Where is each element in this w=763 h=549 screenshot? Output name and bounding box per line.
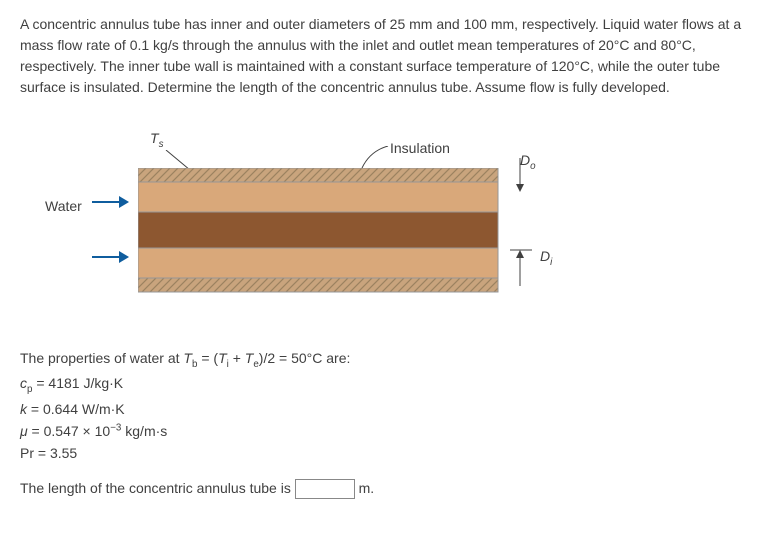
mu-var: μ <box>20 423 28 439</box>
cp-line: cp = 4181 J/kg·K <box>20 373 743 397</box>
t3: + <box>229 350 245 366</box>
pr-line: Pr = 3.55 <box>20 443 743 464</box>
annulus-diagram: Ts Insulation Water Do Di <box>20 128 743 328</box>
mu-line: μ = 0.547 × 10−3 kg/m·s <box>20 421 743 442</box>
di-var: D <box>540 248 550 264</box>
di-sub: i <box>550 257 552 268</box>
mu-val: = 0.547 × 10 <box>28 423 111 439</box>
mu-unit: kg/m·s <box>121 423 167 439</box>
do-var: D <box>520 152 530 168</box>
water-arrow-bottom <box>92 256 127 258</box>
ti-var: T <box>218 350 227 366</box>
water-arrow-top <box>92 201 127 203</box>
properties-block: The properties of water at Tb = (Ti + Te… <box>20 348 743 464</box>
length-input[interactable] <box>295 479 355 499</box>
answer-prompt: The length of the concentric annulus tub… <box>20 478 743 499</box>
tube-cross-section <box>138 168 508 298</box>
insulation-label: Insulation <box>390 138 450 159</box>
ts-sub: s <box>159 139 164 150</box>
tb-var: T <box>183 350 192 366</box>
problem-statement: A concentric annulus tube has inner and … <box>20 14 743 98</box>
mu-exp: −3 <box>110 422 121 433</box>
di-dim <box>510 248 560 288</box>
k-line: k = 0.644 W/m·K <box>20 399 743 420</box>
t1: The properties of water at <box>20 350 183 366</box>
t4: )/2 = 50°C are: <box>259 350 351 366</box>
ts-var: T <box>150 130 159 146</box>
cp-var: c <box>20 375 27 391</box>
answer-prefix: The length of the concentric annulus tub… <box>20 480 295 496</box>
water-label: Water <box>45 196 82 217</box>
props-intro: The properties of water at Tb = (Ti + Te… <box>20 348 743 372</box>
answer-unit: m. <box>355 480 374 496</box>
t2: = ( <box>197 350 218 366</box>
ts-label: Ts <box>150 128 163 152</box>
insulation-leader <box>360 146 390 170</box>
do-label: Do <box>520 150 536 174</box>
do-sub: o <box>530 161 535 172</box>
di-label: Di <box>540 246 552 270</box>
cp-val: = 4181 J/kg·K <box>32 375 123 391</box>
